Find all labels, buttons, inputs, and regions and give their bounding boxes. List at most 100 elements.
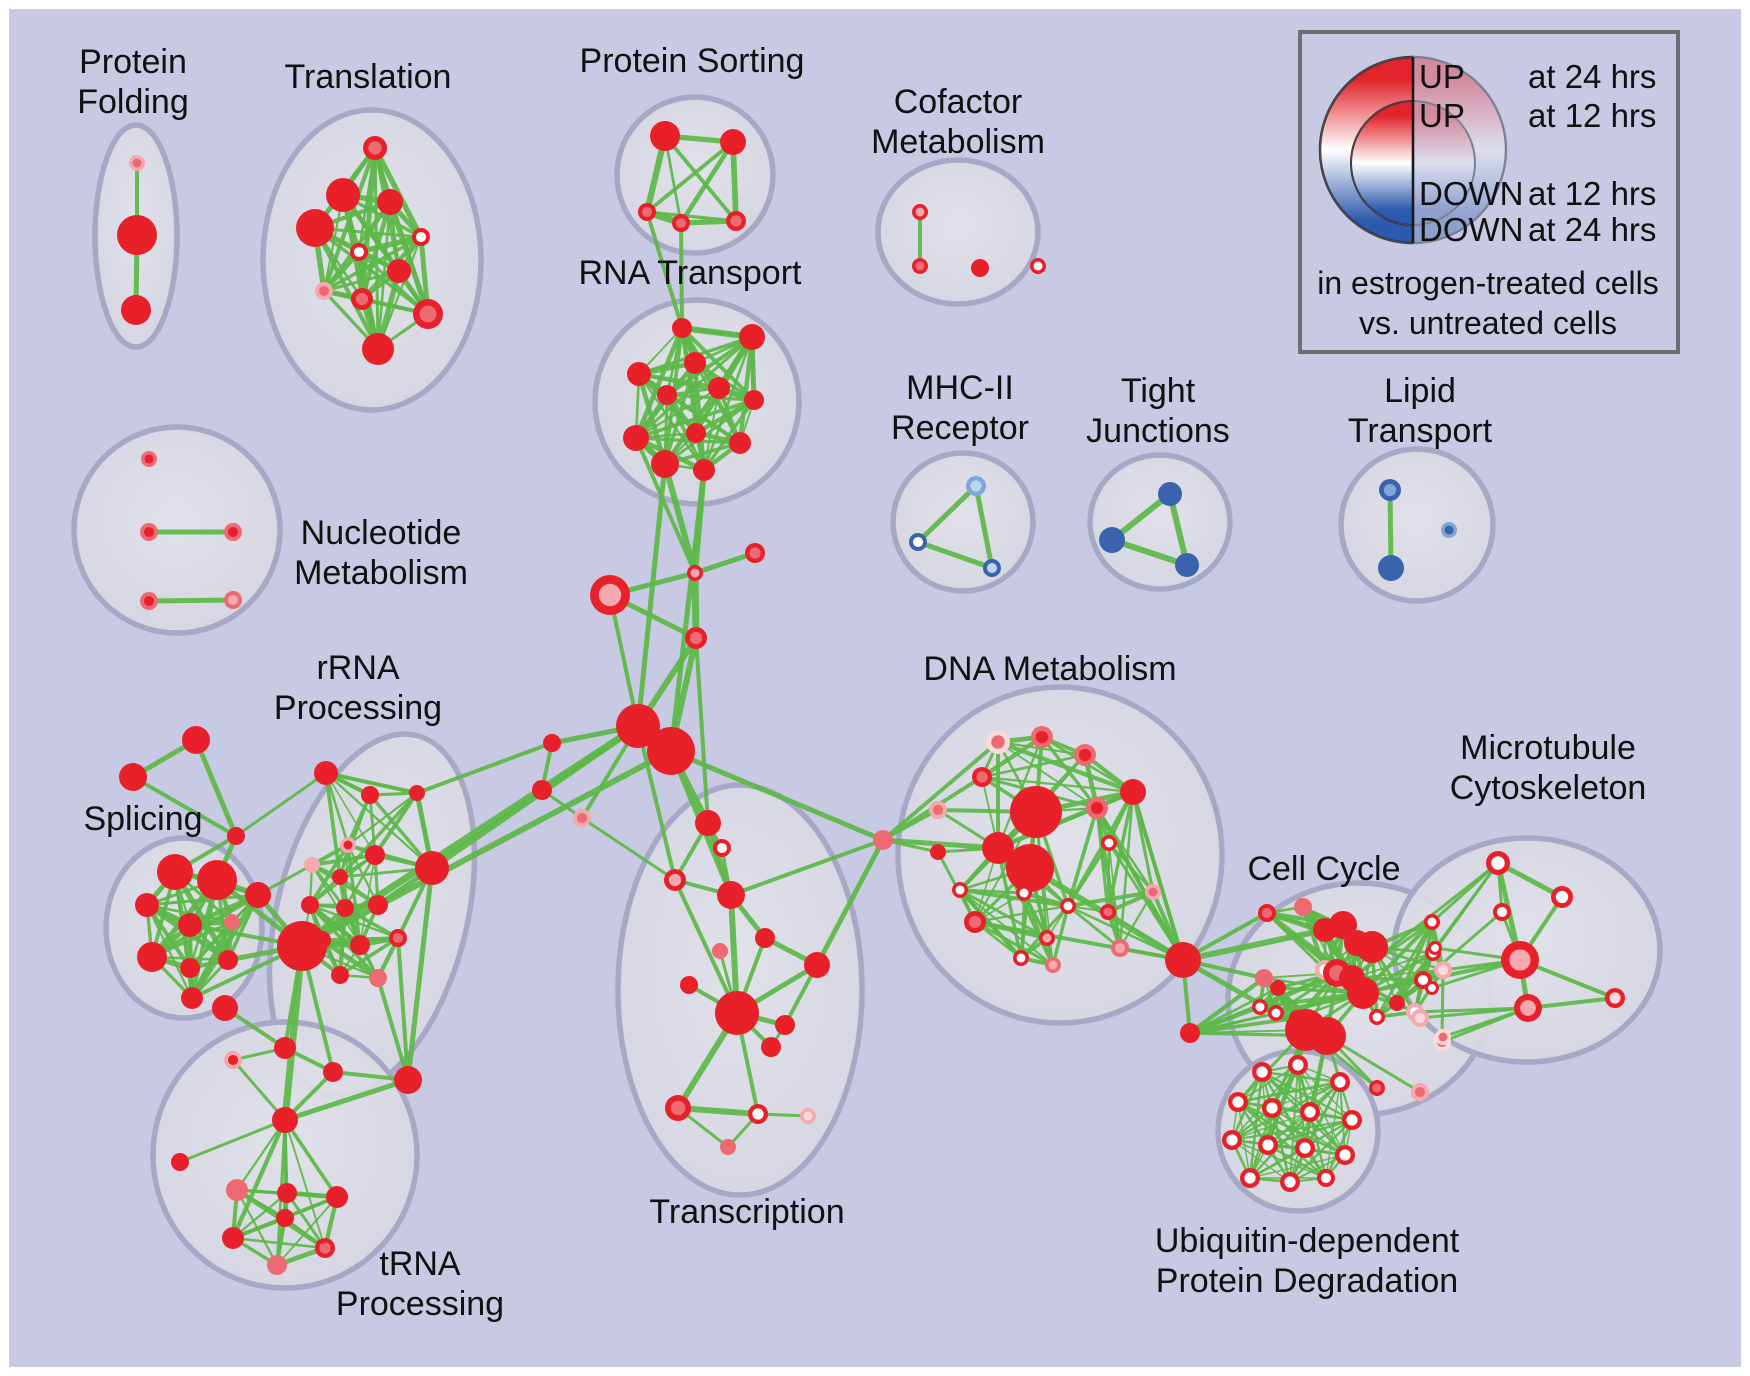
node-ring — [272, 1107, 298, 1133]
graph-edge — [882, 837, 999, 851]
node-core — [641, 206, 653, 218]
node-ring — [729, 432, 751, 454]
graph-node — [986, 730, 1010, 754]
graph-edge — [730, 838, 884, 897]
legend-caption-line2: vs. untreated cells — [1359, 305, 1617, 341]
graph-node — [277, 921, 327, 971]
graph-edge — [373, 791, 419, 857]
graph-node — [1300, 1102, 1320, 1122]
graph-edge — [634, 437, 697, 574]
graph-node — [363, 136, 387, 160]
node-ring — [650, 121, 680, 151]
graph-node — [708, 377, 730, 399]
legend-direction-label: DOWN — [1419, 175, 1523, 212]
graph-edge — [387, 201, 431, 315]
node-ring — [171, 1153, 189, 1171]
graph-edge — [1231, 1139, 1291, 1183]
graph-node — [590, 575, 630, 615]
graph-node — [650, 121, 680, 151]
node-core — [1520, 1000, 1536, 1016]
node-core — [1304, 1106, 1316, 1118]
graph-edge — [974, 904, 1069, 924]
node-core — [318, 285, 330, 297]
node-core — [227, 526, 239, 538]
graph-edge — [1351, 969, 1444, 979]
node-ring — [365, 845, 385, 865]
node-ring — [739, 324, 765, 350]
graph-edge — [1248, 1071, 1264, 1179]
graph-edge — [1249, 1146, 1306, 1180]
graph-node — [1074, 744, 1096, 766]
node-core — [1266, 1102, 1278, 1114]
node-core — [1271, 1008, 1281, 1018]
graph-node — [415, 851, 449, 885]
node-core — [1148, 887, 1158, 897]
node-core — [1256, 1066, 1268, 1078]
graph-node — [336, 899, 354, 917]
node-ring — [1329, 911, 1357, 939]
graph-edge — [664, 398, 755, 466]
graph-node — [713, 839, 731, 857]
graph-edge — [285, 1192, 327, 1249]
cluster-label-lipid-transport: Transport — [1348, 412, 1493, 450]
graph-node — [909, 533, 927, 551]
graph-node — [651, 450, 679, 478]
node-ring — [182, 726, 210, 754]
node-ring — [119, 763, 147, 791]
graph-node — [368, 895, 388, 915]
cluster-label-protein-folding: Folding — [77, 83, 189, 121]
legend-direction-label: UP — [1419, 58, 1465, 95]
graph-edge — [1395, 921, 1434, 1004]
node-ring — [180, 958, 200, 978]
graph-edge — [881, 740, 1000, 842]
node-core — [144, 454, 154, 464]
graph-edge — [1188, 976, 1266, 1035]
node-core — [1090, 801, 1104, 815]
node-ring — [277, 1183, 297, 1203]
node-core — [1383, 483, 1397, 497]
node-ring — [350, 935, 370, 955]
graph-edge — [694, 550, 756, 576]
node-ring — [336, 899, 354, 917]
graph-edge — [1231, 1118, 1353, 1142]
node-core — [670, 1100, 686, 1116]
cluster-label-tight-junctions: Junctions — [1086, 412, 1230, 450]
node-core — [415, 231, 427, 243]
graph-node — [369, 969, 387, 987]
graph-node — [1441, 522, 1457, 538]
cluster-label-microtubule-cytoskeleton: Cytoskeleton — [1450, 769, 1647, 807]
graph-edge — [1095, 807, 1122, 949]
graph-node — [1270, 980, 1286, 996]
node-core — [1262, 1139, 1274, 1151]
graph-node — [1222, 1130, 1242, 1150]
graph-edge — [1271, 1081, 1341, 1109]
graph-node — [712, 943, 728, 959]
node-core — [1339, 1149, 1351, 1161]
graph-node — [983, 559, 1001, 577]
node-core — [716, 842, 728, 854]
graph-node — [1356, 931, 1388, 963]
cluster-ellipse-tight-junctions — [1087, 452, 1233, 592]
node-core — [1437, 964, 1449, 976]
graph-edge — [339, 936, 399, 977]
node-ring — [623, 425, 649, 451]
node-core — [915, 207, 925, 217]
graph-edge — [313, 226, 430, 316]
graph-node — [218, 950, 238, 970]
node-ring — [657, 385, 677, 405]
graph-node — [952, 882, 968, 898]
graph-edge — [581, 816, 676, 882]
node-core — [1414, 1086, 1426, 1098]
graph-edge — [148, 597, 234, 604]
graph-node — [315, 282, 333, 300]
graph-edge — [737, 336, 755, 444]
node-core — [690, 568, 700, 578]
graph-edge — [1189, 1016, 1298, 1035]
graph-node — [755, 928, 775, 948]
graph-node — [245, 882, 271, 908]
cluster-label-mhc-ii-receptor: Receptor — [891, 409, 1029, 447]
node-core — [1261, 907, 1273, 919]
graph-edge — [284, 1077, 409, 1123]
node-core — [968, 915, 982, 929]
graph-edge — [679, 222, 684, 329]
